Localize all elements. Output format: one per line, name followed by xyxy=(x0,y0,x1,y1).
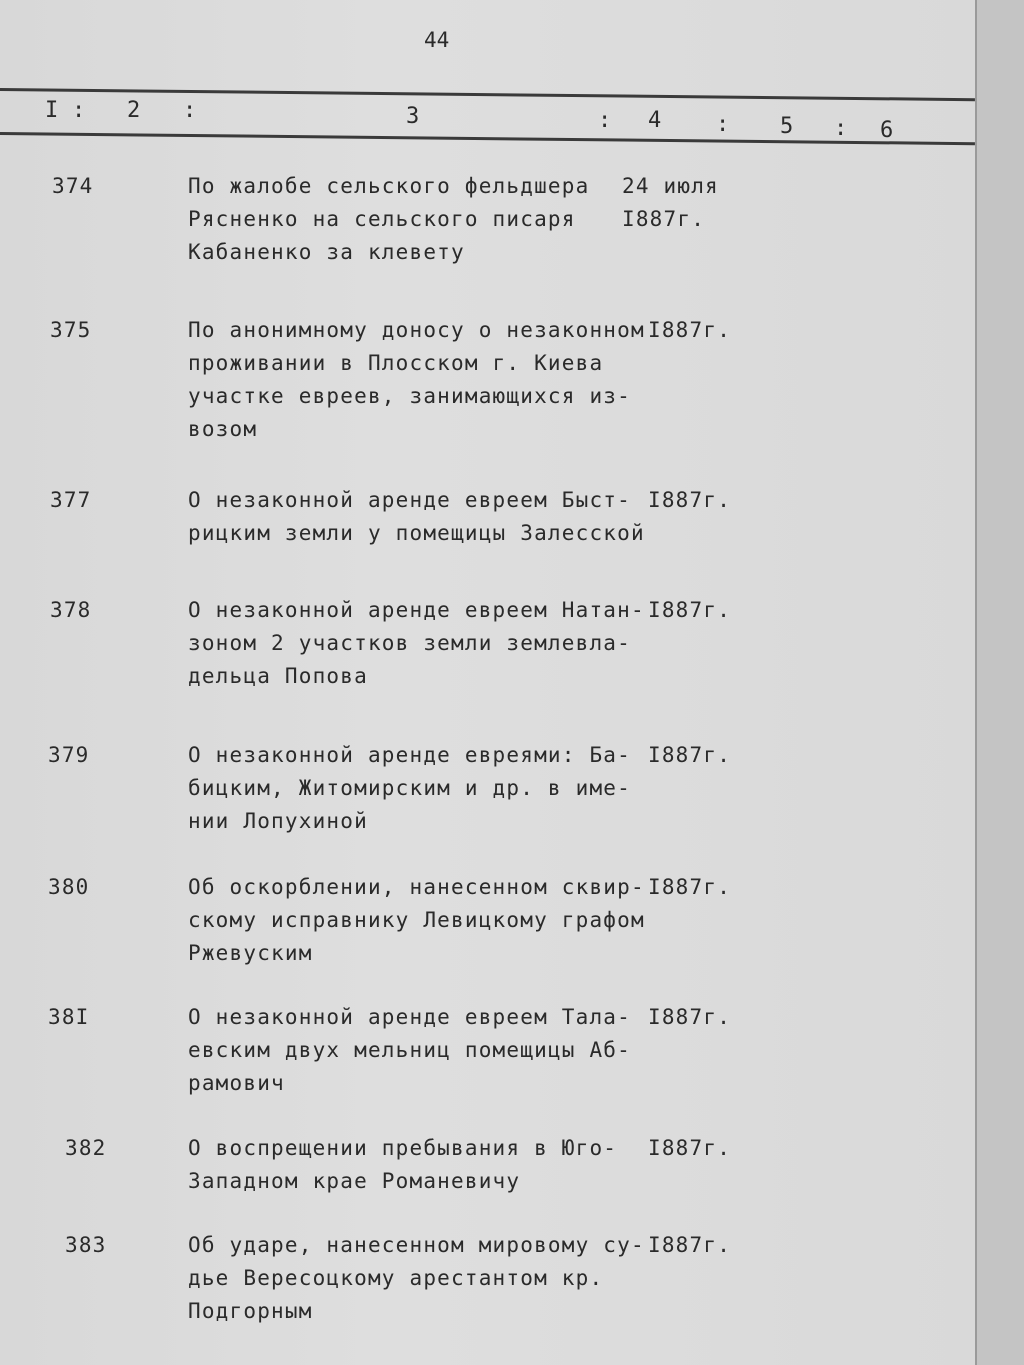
date-line: I887г. xyxy=(648,598,732,622)
entry-date: I887г. xyxy=(648,1001,731,1034)
date-line: I887г. xyxy=(648,1233,732,1257)
entry-description: О незаконной аренде евреями: Ба-бицким, … xyxy=(188,739,631,838)
entry-number: 382 xyxy=(65,1136,107,1160)
entry-number: 383 xyxy=(65,1233,107,1257)
entry-number: 377 xyxy=(50,488,92,512)
entry-description: По жалобе сельского фельдшера Рясненко на… xyxy=(188,170,589,269)
page-number: 44 xyxy=(424,28,450,52)
page-edge xyxy=(975,0,1024,1365)
entry-date: I887г. xyxy=(648,314,731,347)
description-line: О воспрещении пребывания в Юго- xyxy=(188,1136,618,1160)
description-line: скому исправнику Левицкому графом xyxy=(188,908,645,932)
entry-date: I887г. xyxy=(648,1132,731,1165)
description-line: О незаконной аренде евреем Тала- xyxy=(188,1005,631,1029)
separator: : xyxy=(598,108,612,133)
date-line: I887г. xyxy=(648,743,732,767)
column-2: 2 xyxy=(127,98,141,123)
description-line: О незаконной аренде евреем Быст- xyxy=(188,488,631,512)
column-4: 4 xyxy=(648,108,662,133)
description-line: Западном крае Романевичу xyxy=(188,1169,521,1193)
description-line: рамович xyxy=(188,1071,285,1095)
description-line: О незаконной аренде евреем Натан- xyxy=(188,598,645,622)
column-5: 5 xyxy=(780,114,794,139)
separator: : xyxy=(72,98,86,123)
separator: : xyxy=(834,116,848,141)
description-line: Об ударе, нанесенном мировому су- xyxy=(188,1233,645,1257)
date-line: I887г. xyxy=(648,1136,732,1160)
date-line: I887г. xyxy=(648,1005,732,1029)
entry-date: I887г. xyxy=(648,1229,731,1262)
description-line: дельца Попова xyxy=(188,664,368,688)
separator: : xyxy=(183,98,197,123)
column-3: 3 xyxy=(406,104,420,129)
description-line: бицким, Житомирским и др. в име- xyxy=(188,776,631,800)
document-page xyxy=(0,0,975,1365)
entry-number: 380 xyxy=(48,875,90,899)
entry-number: 374 xyxy=(52,174,94,198)
column-6: 6 xyxy=(880,118,894,143)
entry-description: О незаконной аренде евреем Тала-евским д… xyxy=(188,1001,631,1100)
entry-number: 379 xyxy=(48,743,90,767)
entry-description: О незаконной аренде евреем Быст-рицким з… xyxy=(188,484,645,550)
entry-number: 38I xyxy=(48,1005,90,1029)
description-line: нии Лопухиной xyxy=(188,809,368,833)
description-line: О незаконной аренде евреями: Ба- xyxy=(188,743,631,767)
entry-description: О воспрещении пребывания в Юго- Западном … xyxy=(188,1132,617,1198)
entry-date: I887г. xyxy=(648,484,731,517)
entry-date: 24 июля I887г. xyxy=(622,170,719,236)
date-line: I887г. xyxy=(648,488,732,512)
description-line: Ржевуским xyxy=(188,941,313,965)
date-line: 24 июля xyxy=(622,174,719,198)
column-1: I xyxy=(45,98,59,123)
description-line: евским двух мельниц помещицы Аб- xyxy=(188,1038,631,1062)
date-line: I887г. xyxy=(648,318,732,342)
entry-description: Об оскорблении, нанесенном сквир-скому и… xyxy=(188,871,645,970)
entry-date: I887г. xyxy=(648,871,731,904)
entry-description: Об ударе, нанесенном мировому су-дье Вер… xyxy=(188,1229,645,1328)
entry-number: 375 xyxy=(50,318,92,342)
entry-number: 378 xyxy=(50,598,92,622)
description-line: рицким земли у помещицы Залесской xyxy=(188,521,645,545)
description-line: дье Вересоцкому арестантом кр. xyxy=(188,1266,604,1290)
entry-date: I887г. xyxy=(648,739,731,772)
description-line: зоном 2 участков земли землевла- xyxy=(188,631,631,655)
entry-description: О незаконной аренде евреем Натан-зоном 2… xyxy=(188,594,645,693)
description-line: проживании в Плосском г. Киева xyxy=(188,351,604,375)
description-line: возом xyxy=(188,417,258,441)
description-line: Кабаненко за клевету xyxy=(188,240,465,264)
description-line: Подгорным xyxy=(188,1299,313,1323)
entry-date: I887г. xyxy=(648,594,731,627)
date-line: I887г. xyxy=(622,207,706,231)
description-line: По анонимному доносу о незаконном xyxy=(188,318,645,342)
description-line: Рясненко на сельского писаря xyxy=(188,207,576,231)
entry-description: По анонимному доносу о незаконном прожива… xyxy=(188,314,645,446)
date-line: I887г. xyxy=(648,875,732,899)
description-line: участке евреев, занимающихся из- xyxy=(188,384,631,408)
separator: : xyxy=(716,112,730,137)
description-line: Об оскорблении, нанесенном сквир- xyxy=(188,875,645,899)
description-line: По жалобе сельского фельдшера xyxy=(188,174,590,198)
